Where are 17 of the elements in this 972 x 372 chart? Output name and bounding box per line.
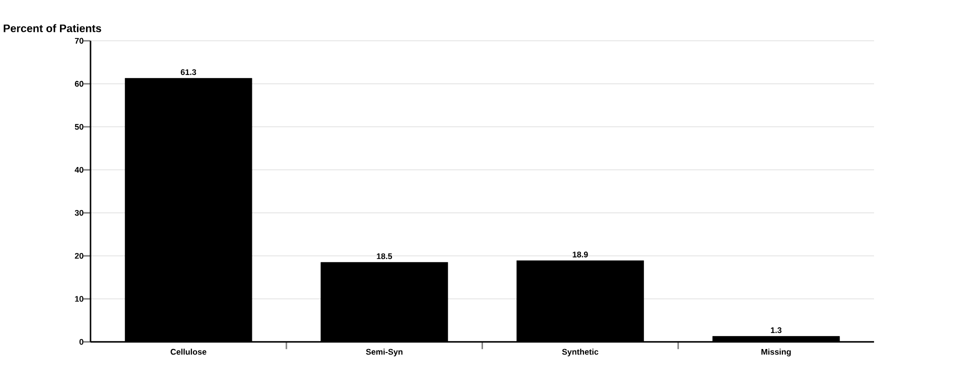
y-tick-label: 70: [74, 38, 84, 44]
y-tick-label: 60: [74, 81, 84, 87]
y-tick-label: 20: [74, 253, 84, 259]
data-label: 18.9: [572, 252, 588, 258]
y-tick-label: 40: [74, 167, 84, 173]
x-tick-label: Semi-Syn: [366, 348, 402, 356]
y-tick-label: 0: [79, 339, 84, 345]
data-label: 18.5: [376, 253, 392, 260]
data-label: 1.3: [770, 327, 782, 334]
y-tick-label: 50: [74, 124, 84, 130]
x-tick-label: Missing: [761, 348, 791, 356]
y-tick-label: 10: [75, 296, 84, 302]
y-axis-title: Percent of Patients: [4, 24, 102, 32]
x-tick-label: Cellulose: [170, 348, 206, 355]
y-tick-label: 30: [74, 210, 84, 216]
data-label: 61.3: [180, 69, 196, 76]
x-tick-label: Synthetic: [562, 348, 598, 356]
